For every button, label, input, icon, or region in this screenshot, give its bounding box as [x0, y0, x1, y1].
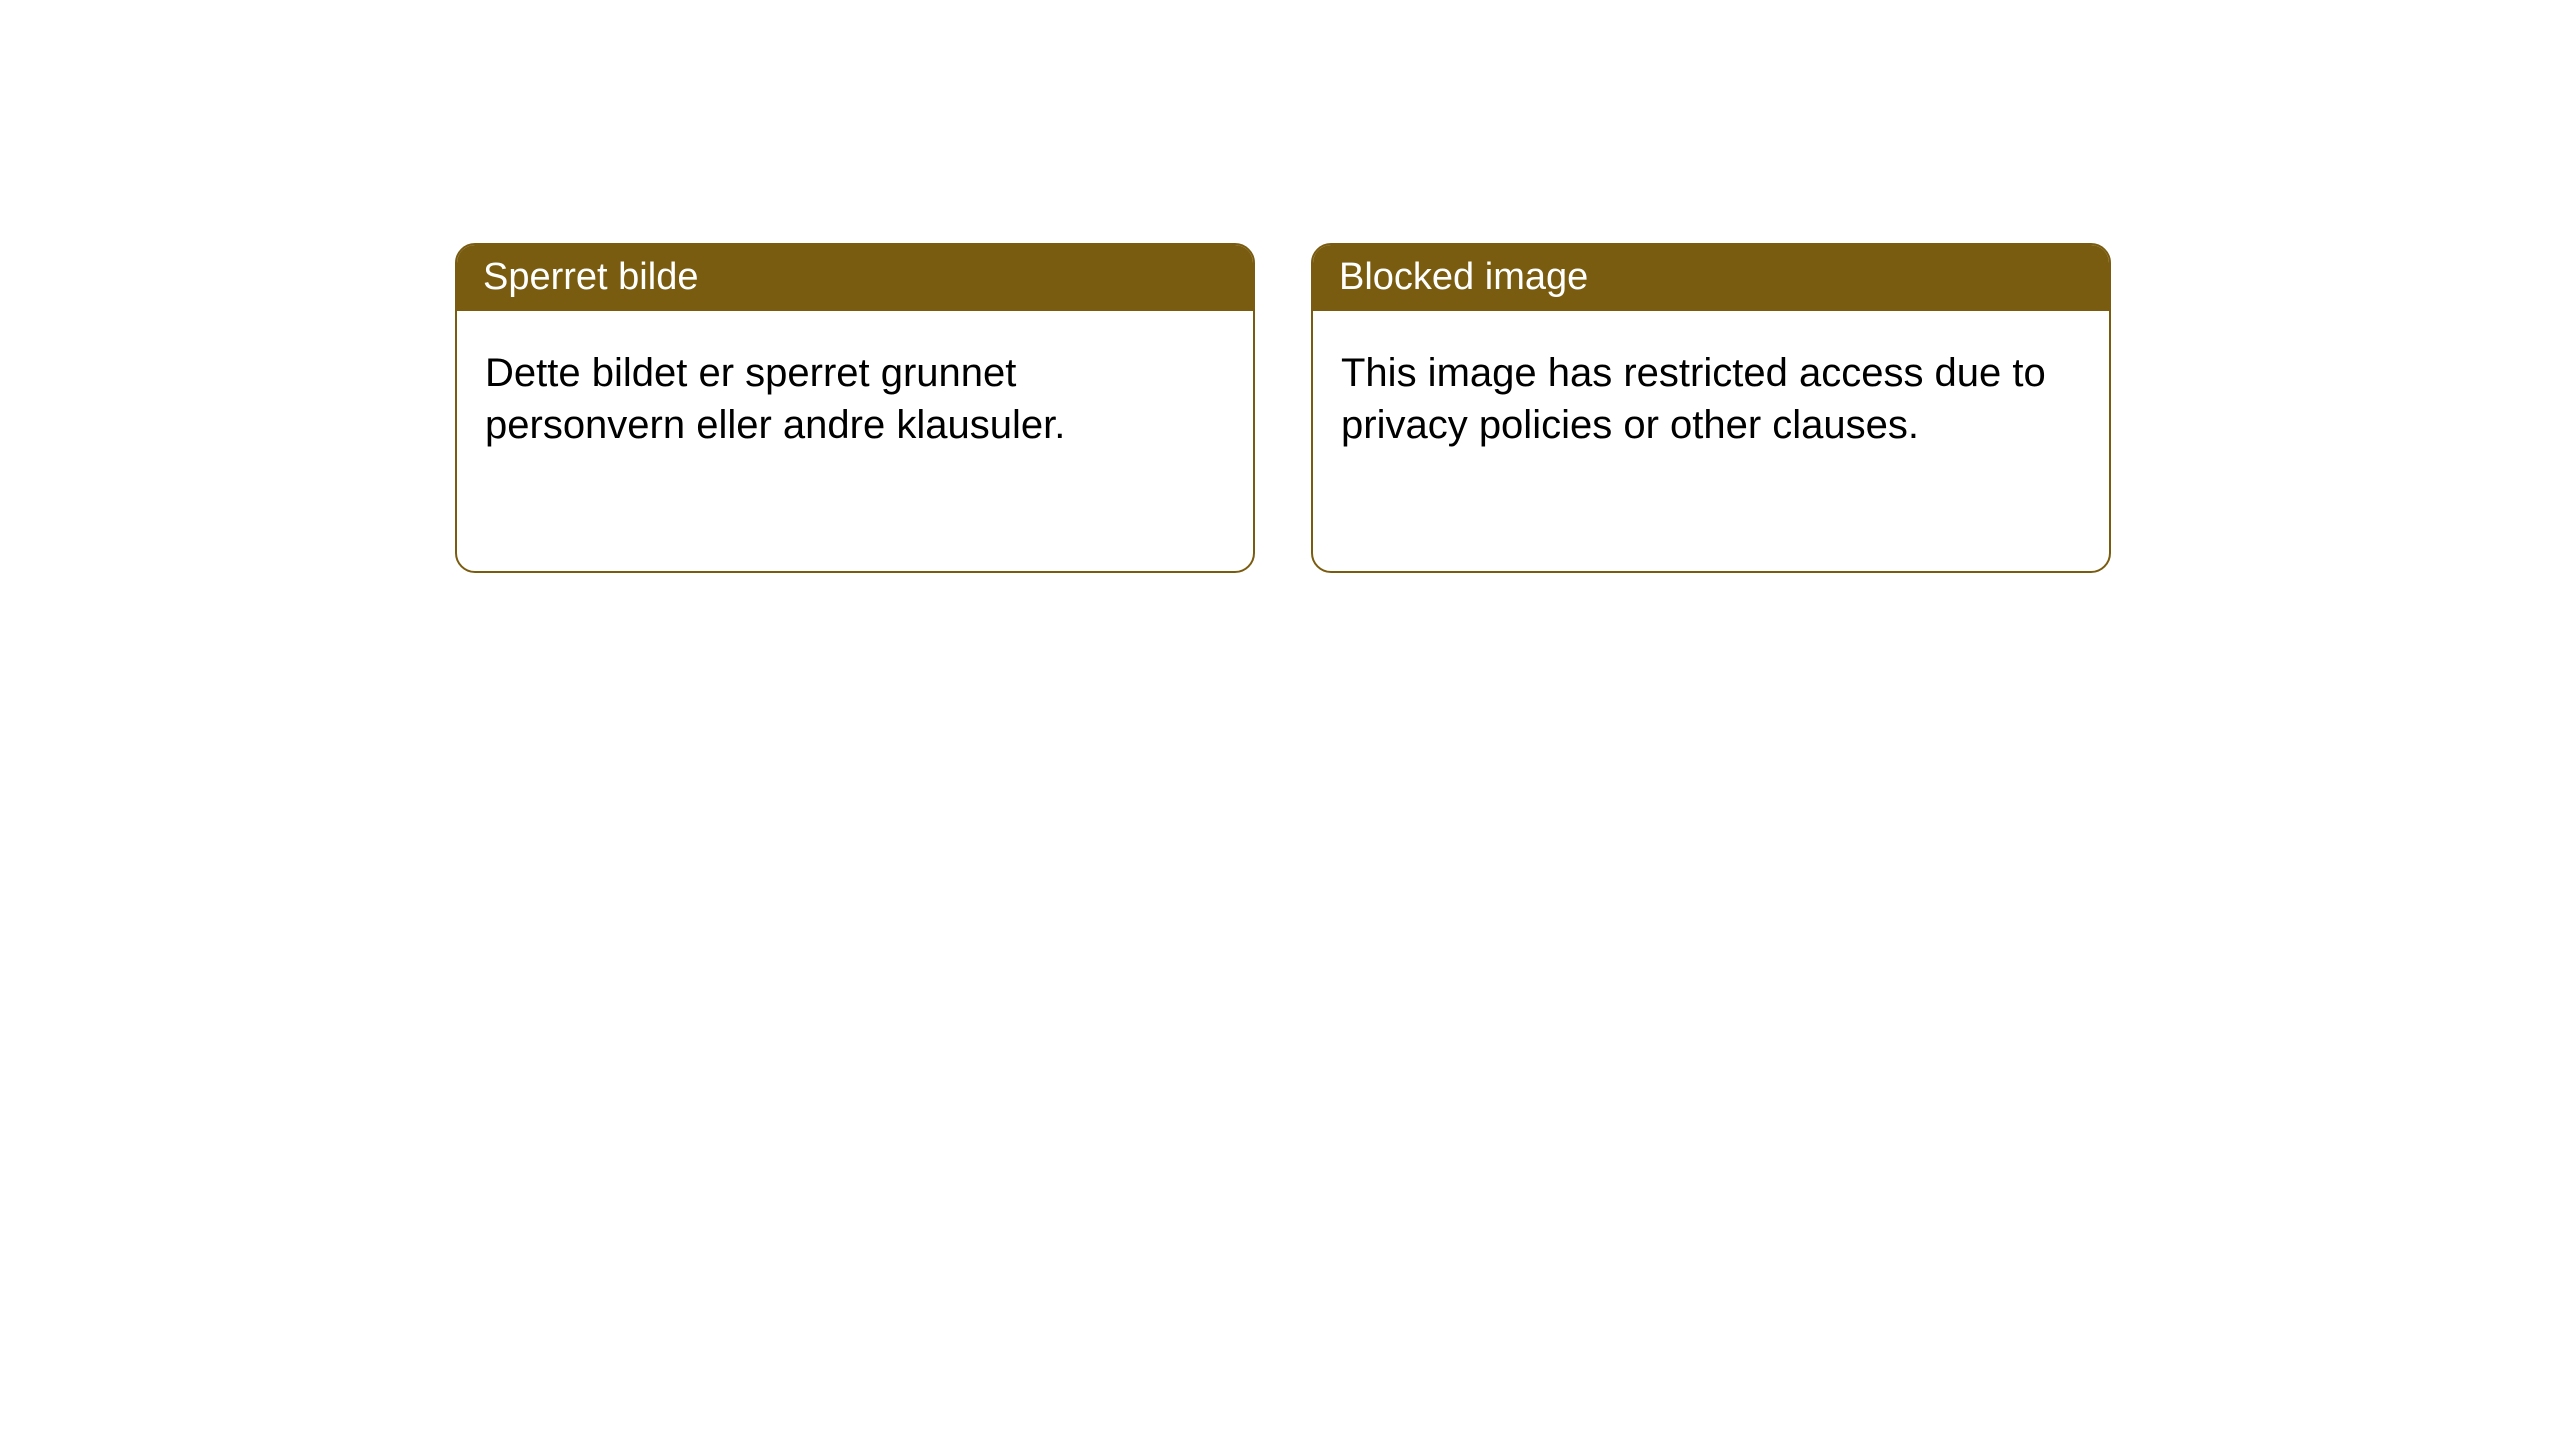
blocked-image-notice-en: Blocked image This image has restricted … — [1311, 243, 2111, 573]
notice-container: Sperret bilde Dette bildet er sperret gr… — [455, 243, 2111, 573]
notice-body: This image has restricted access due to … — [1313, 311, 2109, 487]
notice-title: Blocked image — [1313, 245, 2109, 311]
notice-title: Sperret bilde — [457, 245, 1253, 311]
notice-body: Dette bildet er sperret grunnet personve… — [457, 311, 1253, 487]
blocked-image-notice-no: Sperret bilde Dette bildet er sperret gr… — [455, 243, 1255, 573]
